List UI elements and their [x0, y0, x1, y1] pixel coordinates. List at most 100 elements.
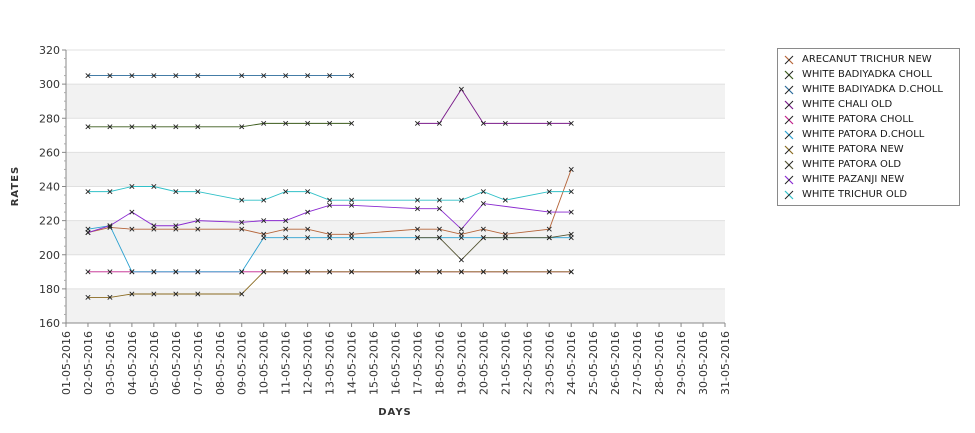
- data-point: [327, 197, 333, 203]
- data-point: [305, 269, 311, 275]
- data-point: [129, 269, 135, 275]
- data-point: [261, 197, 267, 203]
- x-tick-label: 08-05-2016: [214, 331, 227, 395]
- series-line: [87, 122, 352, 128]
- data-point: [414, 120, 420, 126]
- data-point: [349, 73, 355, 79]
- data-point: [173, 73, 179, 79]
- x-tick-label: 01-05-2016: [60, 331, 73, 395]
- x-tick-label: 30-05-2016: [697, 331, 710, 395]
- y-tick-label: 200: [39, 249, 60, 262]
- legend-marker-icon: [784, 100, 794, 110]
- data-point: [458, 226, 464, 232]
- x-tick-label: 21-05-2016: [499, 331, 512, 395]
- x-tick-label: 12-05-2016: [302, 331, 315, 395]
- series-markers: [85, 73, 574, 300]
- y-tick-label: 220: [39, 215, 60, 228]
- data-point: [195, 226, 201, 232]
- grid-band: [66, 186, 725, 221]
- data-point: [173, 269, 179, 275]
- legend-marker-icon: [784, 175, 794, 185]
- data-point: [305, 226, 311, 232]
- data-point: [239, 291, 245, 297]
- data-point: [414, 235, 420, 241]
- y-tick-label: 160: [39, 317, 60, 330]
- data-point: [283, 235, 289, 241]
- data-point: [305, 73, 311, 79]
- data-point: [305, 235, 311, 241]
- x-tick-label: 11-05-2016: [280, 331, 293, 395]
- data-point: [502, 197, 508, 203]
- legend-label: WHITE BADIYADKA CHOLL: [802, 69, 933, 80]
- x-axis-label: DAYS: [378, 407, 412, 418]
- data-point: [261, 269, 267, 275]
- data-point: [327, 269, 333, 275]
- legend-marker-icon: [784, 115, 794, 125]
- data-point: [151, 183, 157, 190]
- data-point: [458, 86, 464, 92]
- x-tick-label: 13-05-2016: [324, 331, 337, 395]
- x-tick-label: 14-05-2016: [346, 331, 359, 395]
- data-point: [129, 124, 135, 130]
- x-tick-label: 29-05-2016: [675, 331, 688, 395]
- legend: ARECANUT TRICHUR NEW WHITE BADIYADKA CHOL…: [777, 48, 960, 206]
- data-point: [195, 73, 201, 79]
- data-point: [502, 235, 508, 241]
- x-tick-label: 18-05-2016: [433, 331, 446, 395]
- data-point: [436, 197, 442, 203]
- data-point: [107, 224, 113, 230]
- x-tick-label: 23-05-2016: [543, 331, 556, 395]
- data-point: [239, 124, 245, 130]
- x-tick-label: 17-05-2016: [411, 331, 424, 395]
- legend-marker-icon: [784, 130, 794, 140]
- legend-item: WHITE BADIYADKA D.CHOLL: [778, 83, 960, 97]
- data-point: [107, 269, 113, 275]
- data-point: [283, 189, 289, 195]
- data-point: [414, 197, 420, 203]
- data-point: [349, 197, 355, 203]
- data-point: [85, 189, 91, 195]
- legend-label: WHITE BADIYADKA D.CHOLL: [802, 84, 943, 95]
- grid-bands: [66, 49, 725, 324]
- data-point: [239, 226, 245, 232]
- data-point: [546, 226, 552, 232]
- x-tick-label: 04-05-2016: [126, 331, 139, 395]
- data-point: [151, 291, 157, 297]
- legend-label: WHITE PATORA CHOLL: [802, 114, 914, 125]
- data-point: [414, 269, 420, 275]
- data-point: [283, 226, 289, 232]
- legend-item: WHITE PATORA OLD: [778, 158, 960, 172]
- x-tick-label: 02-05-2016: [82, 331, 95, 395]
- data-point: [195, 218, 201, 224]
- data-point: [546, 189, 552, 195]
- data-point: [85, 294, 91, 300]
- data-point: [85, 230, 91, 236]
- data-point: [502, 120, 508, 126]
- data-point: [151, 223, 157, 229]
- x-tick-label: 25-05-2016: [587, 331, 600, 395]
- x-tick-label: 26-05-2016: [609, 331, 622, 395]
- data-point: [458, 257, 464, 263]
- data-point: [436, 235, 442, 241]
- x-tick-label: 15-05-2016: [368, 331, 381, 395]
- data-point: [546, 120, 552, 126]
- data-point: [436, 120, 442, 126]
- x-tick-label: 05-05-2016: [148, 331, 161, 395]
- data-point: [107, 124, 113, 130]
- x-tick-label: 20-05-2016: [477, 331, 490, 395]
- x-tick-label: 10-05-2016: [258, 331, 271, 395]
- y-tick-label: 300: [39, 78, 60, 91]
- data-point: [327, 235, 333, 241]
- data-point: [480, 189, 486, 195]
- data-point: [129, 183, 135, 190]
- data-point: [480, 226, 486, 232]
- x-tick-label: 07-05-2016: [192, 331, 205, 395]
- grid-band: [66, 50, 725, 85]
- data-point: [129, 291, 135, 297]
- data-point: [349, 202, 355, 208]
- data-point: [85, 269, 91, 275]
- grid-band: [66, 84, 725, 119]
- legend-label: WHITE PATORA NEW: [802, 144, 904, 155]
- y-tick-label: 280: [39, 112, 60, 125]
